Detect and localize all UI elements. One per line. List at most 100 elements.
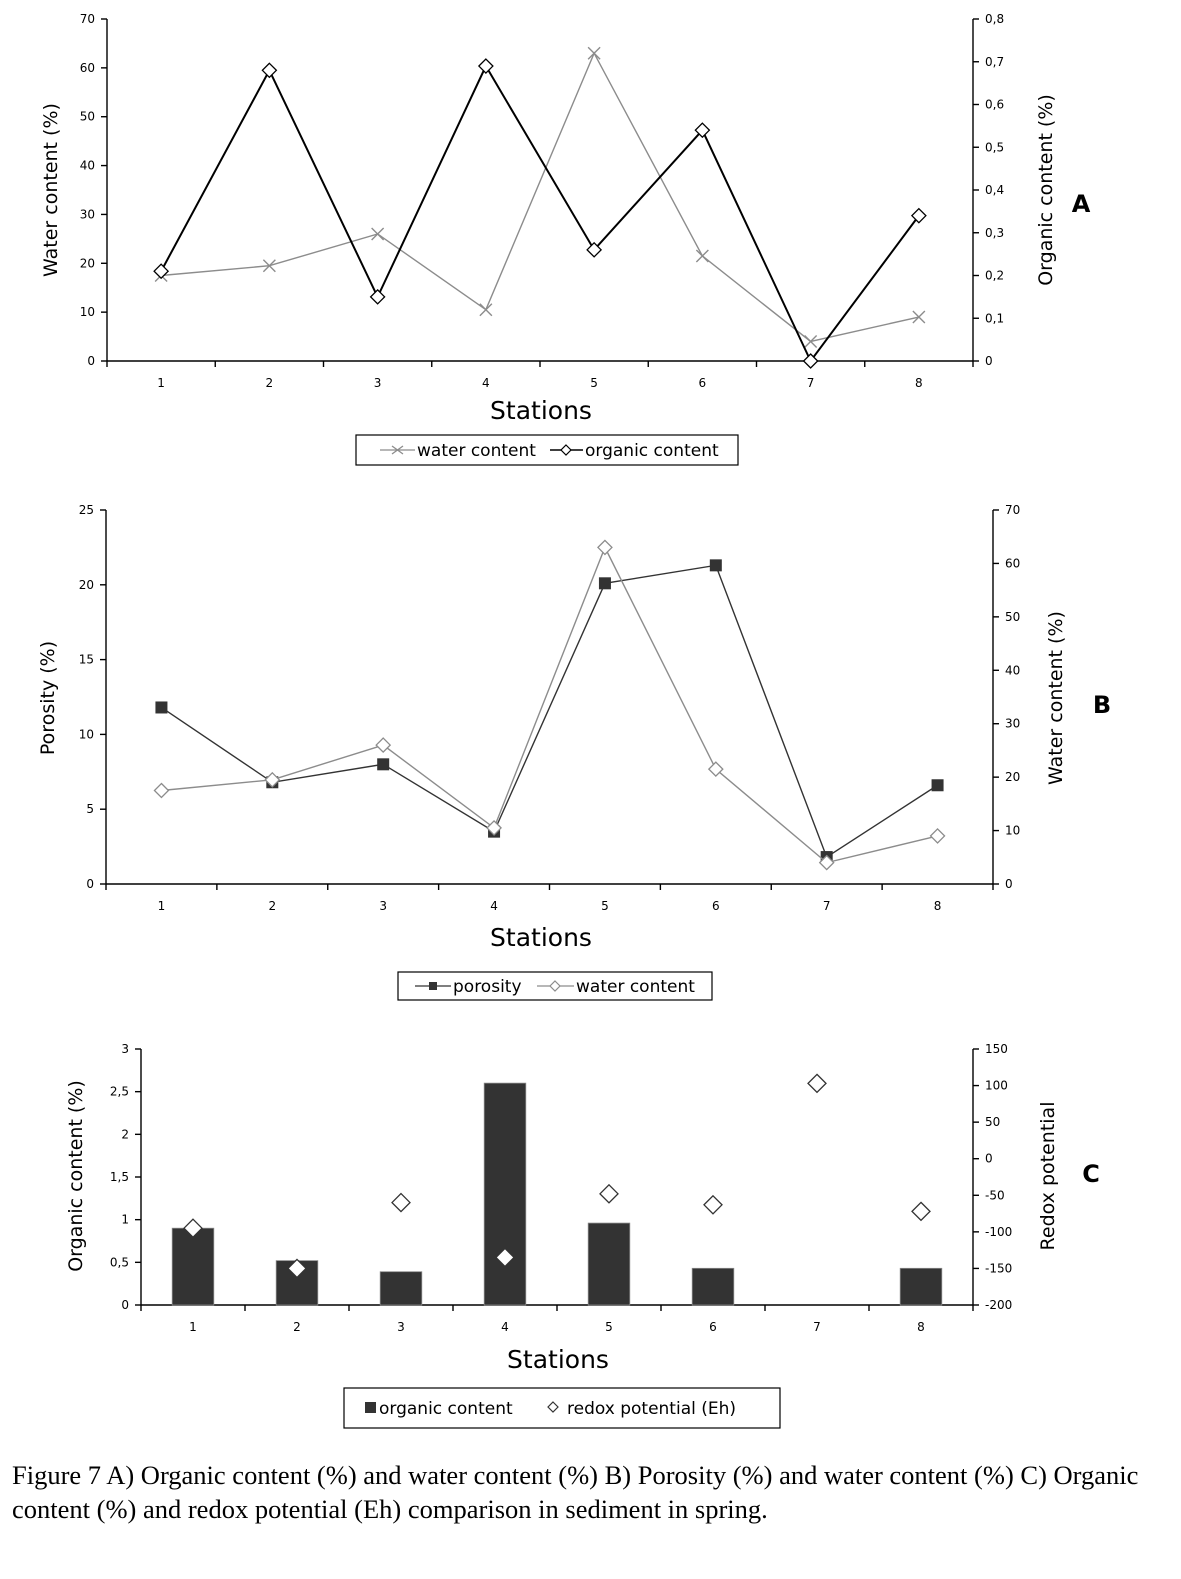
chart-b: 0 5 10 15 20 25 0 10 20 30 40 50 60 70 1 2 3 4 5 6 7 8 Porosi… (37, 503, 1111, 1001)
chart-a-point (912, 310, 926, 324)
chart-c-redox-point (911, 1201, 931, 1222)
chart-a-point (802, 353, 819, 369)
chart-b-marks: 0 5 10 15 20 25 0 10 20 30 40 50 60 70 1 2 3 4 5 6 7 8 (79, 503, 1021, 913)
chart-b-point (929, 827, 946, 844)
chart-b-point (155, 701, 168, 714)
chart-b-y2tick-label: 50 (1005, 610, 1020, 624)
chart-c-ytick-label: 1,5 (110, 1170, 129, 1184)
chart-b-panel-label: B (1093, 691, 1111, 719)
chart-b-y2tick-label: 30 (1005, 717, 1020, 731)
chart-c-y2tick-label: 150 (985, 1042, 1008, 1056)
chart-a-point (369, 288, 386, 305)
chart-a-point (371, 227, 385, 241)
chart-a-point (261, 62, 278, 79)
chart-b-y2tick-label: 70 (1005, 503, 1020, 517)
chart-a-legend-organic: organic content (585, 441, 719, 461)
chart-c-bar (171, 1227, 215, 1306)
chart-a-point (804, 334, 818, 348)
chart-b-point (598, 577, 611, 590)
chart-c-y2tick-label: 50 (985, 1115, 1000, 1129)
chart-c-redox-point (703, 1194, 723, 1215)
chart-b-y2tick-label: 60 (1005, 556, 1020, 570)
chart-a-y2tick-label: 0,6 (985, 98, 1004, 112)
chart-a-marks: 0 10 20 30 40 50 60 70 0 0,1 0,2 0,3 0,4 0,5 0,6 0,7 0,8… (80, 12, 1004, 390)
chart-a-xtick-label: 5 (590, 376, 598, 390)
chart-c-y2tick-label: 100 (985, 1079, 1008, 1093)
chart-c-xtick-label: 3 (397, 1320, 405, 1334)
chart-a-legend: water content organic content (355, 434, 739, 466)
chart-a-ytick-label: 10 (80, 305, 95, 319)
chart-b-ytick-label: 25 (79, 503, 94, 517)
chart-a-point (477, 58, 494, 74)
chart-c-ylabel: Organic content (%) (65, 1080, 87, 1272)
chart-b-ytick-label: 20 (79, 578, 94, 592)
chart-a-legend-water: water content (417, 441, 536, 461)
chart-b-series-line-0 (161, 564, 938, 859)
chart-a-y2tick-label: 0,1 (985, 311, 1004, 325)
chart-b-point (264, 771, 281, 788)
chart-b-ytick-label: 5 (86, 802, 94, 816)
chart-c-xtick-label: 2 (293, 1320, 301, 1334)
chart-c-xlabel: Stations (507, 1345, 609, 1374)
chart-c-xtick-label: 1 (189, 1320, 197, 1334)
chart-a-y2label: Organic content (%) (1035, 94, 1057, 286)
chart-b-series-line-1 (161, 545, 938, 864)
chart-c-redox-point (807, 1073, 827, 1094)
chart-a-y2tick-label: 0,4 (985, 183, 1004, 197)
chart-b-xtick-label: 3 (379, 899, 387, 913)
chart-a-series-line-0 (161, 51, 920, 343)
chart-a-y2tick-label: 0,7 (985, 55, 1004, 69)
chart-a-xtick-label: 8 (915, 376, 923, 390)
chart-a-ytick-label: 40 (80, 159, 95, 173)
chart-a-xtick-label: 1 (157, 376, 165, 390)
chart-c-legend-organic: organic content (379, 1399, 513, 1419)
chart-a-y2tick-label: 0,5 (985, 140, 1004, 154)
chart-c-redox-point (599, 1183, 619, 1204)
chart-b-point (486, 819, 502, 836)
chart-c-bar (691, 1267, 735, 1306)
chart-a-point (910, 207, 927, 224)
chart-c-redox-point (391, 1192, 411, 1213)
chart-b-point (377, 758, 390, 771)
chart-a-xtick-label: 3 (374, 376, 382, 390)
chart-b-legend-water: water content (576, 977, 695, 997)
chart-b-point (709, 559, 722, 572)
chart-b-xtick-label: 4 (490, 899, 498, 913)
chart-a-panel-label: A (1072, 190, 1091, 218)
chart-a-point (586, 241, 603, 258)
chart-c-redox-point (183, 1218, 203, 1239)
chart-b-legend: porosity water content (397, 971, 713, 1001)
chart-b-y2tick-label: 20 (1005, 770, 1020, 784)
chart-b-xtick-label: 2 (268, 899, 276, 913)
chart-b-ytick-label: 15 (79, 653, 94, 667)
chart-c-bar (899, 1267, 943, 1306)
chart-a-y2tick-label: 0,3 (985, 226, 1004, 240)
chart-b-y2tick-label: 40 (1005, 663, 1020, 677)
chart-a-ytick-label: 0 (87, 354, 95, 368)
chart-c-redox-point (495, 1247, 515, 1268)
chart-b-ylabel: Porosity (%) (37, 641, 59, 755)
chart-c-y2tick-label: 0 (985, 1152, 993, 1166)
chart-b-xtick-label: 8 (934, 899, 942, 913)
chart-c-redox-point (287, 1258, 307, 1279)
chart-c-panel-label: C (1082, 1160, 1100, 1188)
chart-b-point (153, 782, 170, 799)
chart-b-legend-porosity: porosity (453, 977, 522, 997)
chart-c-y2tick-label: -100 (985, 1225, 1012, 1239)
chart-a-point (694, 122, 711, 139)
chart-a-ytick-label: 60 (80, 61, 95, 75)
chart-a-ylabel: Water content (%) (40, 103, 62, 277)
chart-c-bar (379, 1271, 423, 1306)
chart-c-y2tick-label: -150 (985, 1261, 1012, 1275)
chart-a-y2tick-label: 0 (985, 354, 993, 368)
chart-a-point (587, 46, 601, 60)
chart-b-y2tick-label: 0 (1005, 877, 1013, 891)
chart-a-xtick-label: 4 (482, 376, 490, 390)
chart-a-point (695, 249, 709, 263)
chart-a-xtick-label: 6 (699, 376, 707, 390)
chart-b-ytick-label: 0 (86, 877, 94, 891)
chart-a-point (262, 259, 276, 273)
chart-a-ytick-label: 30 (80, 207, 95, 221)
chart-c-y2tick-label: -50 (985, 1188, 1005, 1202)
chart-c-ytick-label: 0 (121, 1298, 129, 1312)
